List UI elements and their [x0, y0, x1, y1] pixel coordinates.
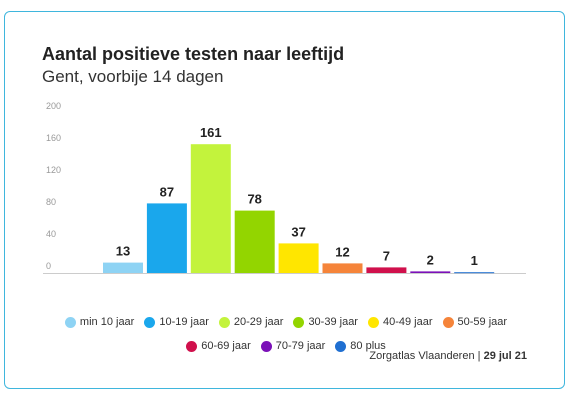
legend-label: 10-19 jaar	[159, 316, 209, 328]
chart-title: Aantal positieve testen naar leeftijd	[42, 44, 345, 64]
bar-value-label: 7	[383, 248, 390, 263]
legend-swatch	[442, 316, 454, 328]
bar-value-label: 13	[116, 244, 130, 259]
bar-40-49-jaar[interactable]	[278, 243, 319, 273]
bar-60-69-jaar[interactable]	[366, 267, 407, 273]
legend-item[interactable]: 10-19 jaar	[144, 314, 209, 330]
legend-label: 30-39 jaar	[308, 316, 358, 328]
legend-item[interactable]: 50-59 jaar	[442, 314, 508, 330]
bar-value-label: 37	[291, 224, 305, 239]
legend-swatch	[293, 316, 305, 328]
legend-label: min 10 jaar	[79, 316, 135, 328]
legend-label: 40-49 jaar	[382, 316, 433, 328]
source-label: Zorgatlas Vlaanderen	[369, 350, 475, 362]
legend-item[interactable]: 80 plus	[335, 338, 386, 354]
y-tick-label: 160	[46, 133, 61, 143]
bar-80-plus[interactable]	[454, 272, 495, 274]
legend-swatch	[260, 340, 272, 352]
legend-item[interactable]: 20-29 jaar	[218, 314, 284, 330]
legend-label: 50-59 jaar	[457, 316, 508, 328]
legend-swatch	[367, 316, 379, 328]
y-tick-label: 40	[46, 229, 56, 239]
legend-label: 70-79 jaar	[275, 340, 326, 352]
legend-swatch	[64, 316, 76, 328]
legend-item[interactable]: min 10 jaar	[64, 314, 135, 330]
legend-label: 20-29 jaar	[233, 316, 284, 328]
bar-30-39-jaar[interactable]	[234, 210, 275, 273]
y-tick-label: 200	[46, 101, 61, 111]
bar-70-79-jaar[interactable]	[410, 271, 451, 273]
legend-swatch	[335, 340, 347, 352]
source-date: 29 jul 21	[483, 350, 527, 362]
y-tick-label: 0	[46, 261, 51, 271]
bar-value-label: 78	[247, 192, 261, 207]
legend-swatch	[186, 340, 198, 352]
bar-10-19-jaar[interactable]	[146, 203, 187, 273]
legend-swatch	[218, 316, 230, 328]
bar-value-label: 1	[471, 253, 478, 268]
source-line: Zorgatlas Vlaanderen | 29 jul 21	[369, 350, 527, 362]
bar-value-label: 161	[200, 125, 222, 140]
bar-value-label: 12	[335, 244, 349, 259]
y-tick-label: 80	[46, 197, 56, 207]
legend-item[interactable]: 60-69 jaar	[186, 338, 251, 354]
bar-20-29-jaar[interactable]	[190, 144, 231, 273]
legend-label: 80 plus	[350, 340, 386, 352]
legend-swatch	[144, 316, 156, 328]
chart-legend: min 10 jaar 10-19 jaar 20-29 jaar 30-39 jaa…	[40, 314, 532, 354]
legend-item[interactable]: 30-39 jaar	[293, 314, 358, 330]
chart-subtitle: Gent, voorbije 14 dagen	[42, 67, 224, 86]
bar-min-10-jaar[interactable]	[103, 262, 143, 273]
y-tick-label: 120	[46, 165, 61, 175]
bar-value-label: 2	[427, 252, 434, 267]
legend-item[interactable]: 40-49 jaar	[367, 314, 433, 330]
chart-card	[4, 11, 565, 389]
bar-50-59-jaar[interactable]	[322, 263, 363, 273]
legend-item[interactable]: 70-79 jaar	[260, 338, 326, 354]
bar-value-label: 87	[160, 184, 174, 199]
legend-label: 60-69 jaar	[201, 340, 251, 352]
